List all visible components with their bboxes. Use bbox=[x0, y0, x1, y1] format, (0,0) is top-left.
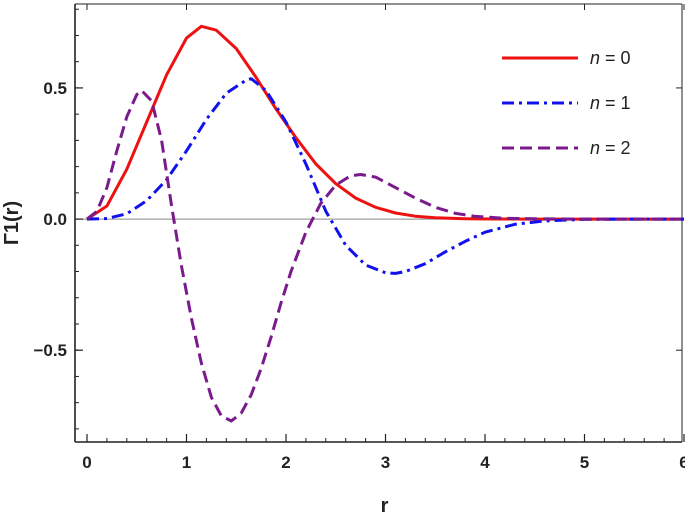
y-axis-ticks: −0.5 0.0 0.5 bbox=[33, 8, 682, 430]
plot-frame bbox=[74, 3, 683, 443]
x-tick-label: 1 bbox=[182, 453, 191, 472]
x-tick-label: 3 bbox=[381, 453, 390, 472]
x-axis-label: r bbox=[381, 495, 389, 516]
y-tick-label: −0.5 bbox=[33, 341, 67, 360]
legend-label-2: n = 2 bbox=[590, 138, 631, 158]
y-tick-label: 0.5 bbox=[43, 79, 67, 98]
x-tick-label: 0 bbox=[82, 453, 91, 472]
legend-label-0: n = 0 bbox=[590, 48, 631, 68]
x-tick-label: 4 bbox=[480, 453, 490, 472]
series-line-1 bbox=[86, 77, 684, 275]
x-tick-label: 6 bbox=[679, 453, 685, 472]
legend-label-1: n = 1 bbox=[590, 93, 631, 113]
series-line-2 bbox=[86, 89, 684, 423]
legend: n = 0 n = 1 n = 2 bbox=[502, 48, 631, 158]
x-axis-ticks: 0 1 2 3 4 5 6 bbox=[82, 4, 685, 472]
x-tick-label: 2 bbox=[281, 453, 290, 472]
series-group bbox=[86, 24, 684, 423]
y-tick-label: 0.0 bbox=[43, 210, 67, 229]
x-tick-label: 5 bbox=[580, 453, 589, 472]
y-axis-label: Γ1(r) bbox=[1, 201, 23, 245]
